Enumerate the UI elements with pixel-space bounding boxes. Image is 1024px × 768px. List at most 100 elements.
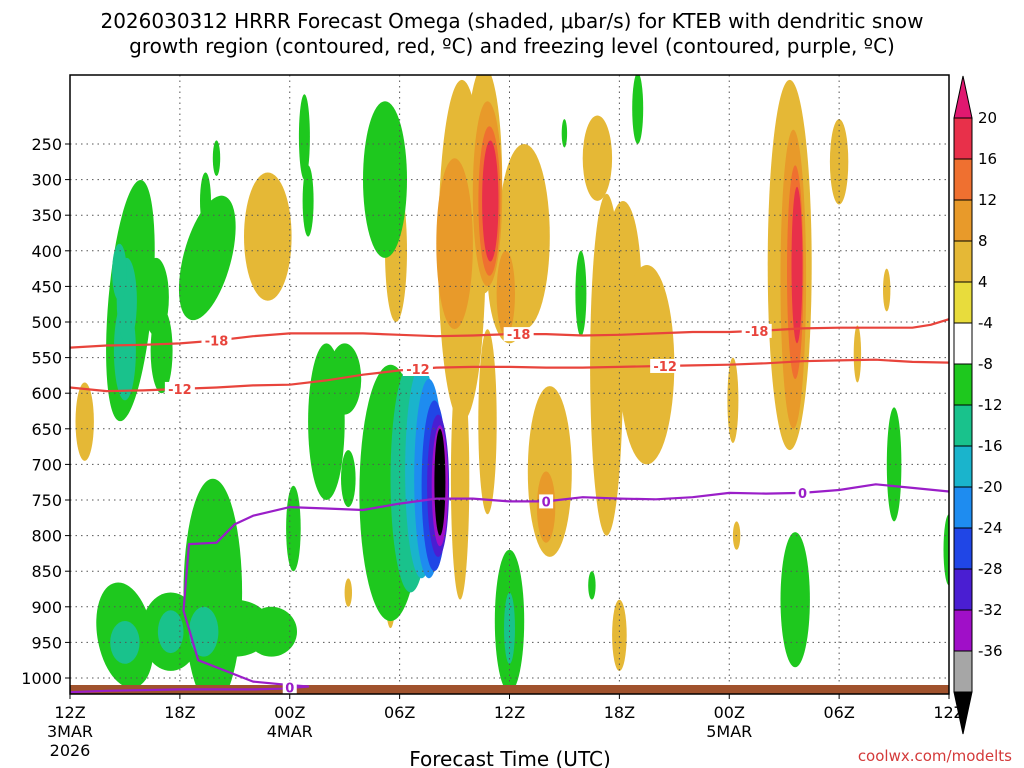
x-tick-label: 06Z (823, 703, 854, 722)
x-tick-label: 12Z (494, 703, 525, 722)
colorbar-bin (953, 650, 973, 693)
omega-region (200, 172, 211, 230)
omega-region (886, 407, 902, 522)
y-tick-label: 600 (31, 384, 62, 403)
ground-strip (70, 685, 949, 694)
omega-region (883, 268, 891, 312)
y-tick-label: 650 (31, 420, 62, 439)
contour-label-layer: -18 -18 -18 -12 -12 -12 0 0 0 (164, 323, 810, 696)
x-tick-year: 2026 (50, 741, 91, 760)
y-tick-label: 300 (31, 171, 62, 190)
omega-region (243, 172, 292, 301)
omega-region (780, 532, 810, 668)
y-tick-label: 400 (31, 242, 62, 261)
omega-region (189, 606, 219, 657)
contour-label-bg (201, 333, 232, 348)
omega-region (504, 592, 515, 664)
omega-region (575, 250, 587, 337)
omega-region (150, 307, 173, 394)
omega-region (178, 195, 236, 321)
colorbar-label: -16 (978, 437, 1003, 455)
contour-label: -18 (745, 325, 769, 340)
y-tick-label: 700 (31, 455, 62, 474)
omega-region (588, 571, 596, 600)
contour-label-bg (741, 323, 772, 338)
contour-label-bg (795, 485, 810, 500)
x-tick-label: 00Z (274, 703, 305, 722)
x-tick-label: 00Z (714, 703, 745, 722)
colorbar-bin (953, 363, 973, 406)
contour-label: -12 (406, 363, 430, 378)
colorbar-label: -24 (978, 519, 1003, 537)
colorbar-label: 16 (978, 150, 997, 168)
omega-region (344, 578, 352, 607)
y-tick-label: 550 (31, 349, 62, 368)
omega-region (612, 599, 627, 671)
omega-region (112, 243, 127, 301)
colorbar-label: 4 (978, 273, 988, 291)
omega-region (727, 357, 739, 443)
contour-label: -12 (653, 360, 677, 375)
omega-region (943, 514, 949, 586)
chart-title-line-2: growth region (contoured, red, ºC) and f… (129, 34, 895, 58)
colorbar-bin (953, 158, 973, 201)
contour-label: -12 (168, 383, 192, 398)
omega-region (298, 94, 310, 180)
x-axis-label: Forecast Time (UTC) (409, 747, 611, 768)
y-tick-label: 800 (31, 527, 62, 546)
contour-label: 0 (285, 681, 294, 696)
y-tick-label: 900 (31, 598, 62, 617)
x-tick-date: 5MAR (706, 722, 752, 741)
omega-region (619, 265, 675, 465)
x-tick-label: 18Z (604, 703, 635, 722)
colorbar-bin (953, 322, 973, 365)
x-tick-date: 4MAR (267, 722, 313, 741)
contour-minus-12C (70, 358, 949, 393)
x-tick-label: 06Z (384, 703, 415, 722)
contour-label-bg (164, 381, 195, 396)
colorbar-label: -8 (978, 355, 993, 373)
x-tick-label: 18Z (164, 703, 195, 722)
colorbar-top-arrow (953, 75, 973, 119)
omega-region (484, 144, 498, 244)
colorbar-label: -36 (978, 642, 1003, 660)
colorbar: 20 16 12 8 4 -4 -8 -12 -16 -20 -24 -28 -32 -36 (953, 75, 1003, 735)
colorbar-bin (953, 404, 973, 447)
omega-region (75, 382, 94, 461)
colorbar-bin (953, 281, 973, 324)
colorbar-label: -32 (978, 601, 1003, 619)
colorbar-label: 12 (978, 191, 997, 209)
colorbar-bin (953, 486, 973, 529)
omega-region (450, 357, 470, 600)
contour-label: 0 (798, 487, 807, 502)
y-tick-label: 850 (31, 562, 62, 581)
omega-region (582, 115, 613, 201)
contour-label: -18 (507, 328, 531, 343)
omega-region (434, 428, 446, 536)
colorbar-label: 8 (978, 232, 988, 250)
x-tick-date: 3MAR (47, 722, 93, 741)
colorbar-bin (953, 445, 973, 488)
colorbar-label: -20 (978, 478, 1003, 496)
omega-region (632, 75, 644, 144)
x-tick-label: 12Z (54, 703, 85, 722)
y-tick-label: 950 (31, 633, 62, 652)
y-tick-label: 450 (31, 277, 62, 296)
colorbar-bin (953, 240, 973, 283)
colorbar-bin (953, 527, 973, 570)
y-axis: 250 300 350 400 450 500 550 600 650 700 750 800 850 9… (21, 135, 70, 688)
contour-label-bg (650, 358, 681, 373)
omega-region (363, 101, 407, 258)
y-tick-label: 1000 (21, 669, 62, 688)
colorbar-label: 20 (978, 109, 997, 127)
omega-region (245, 606, 297, 657)
omega-region (436, 158, 473, 330)
omega-region (183, 478, 243, 694)
colorbar-bin (953, 568, 973, 611)
contour-label: 0 (542, 495, 551, 510)
colorbar-label: -12 (978, 396, 1003, 414)
colorbar-bin (953, 117, 973, 160)
